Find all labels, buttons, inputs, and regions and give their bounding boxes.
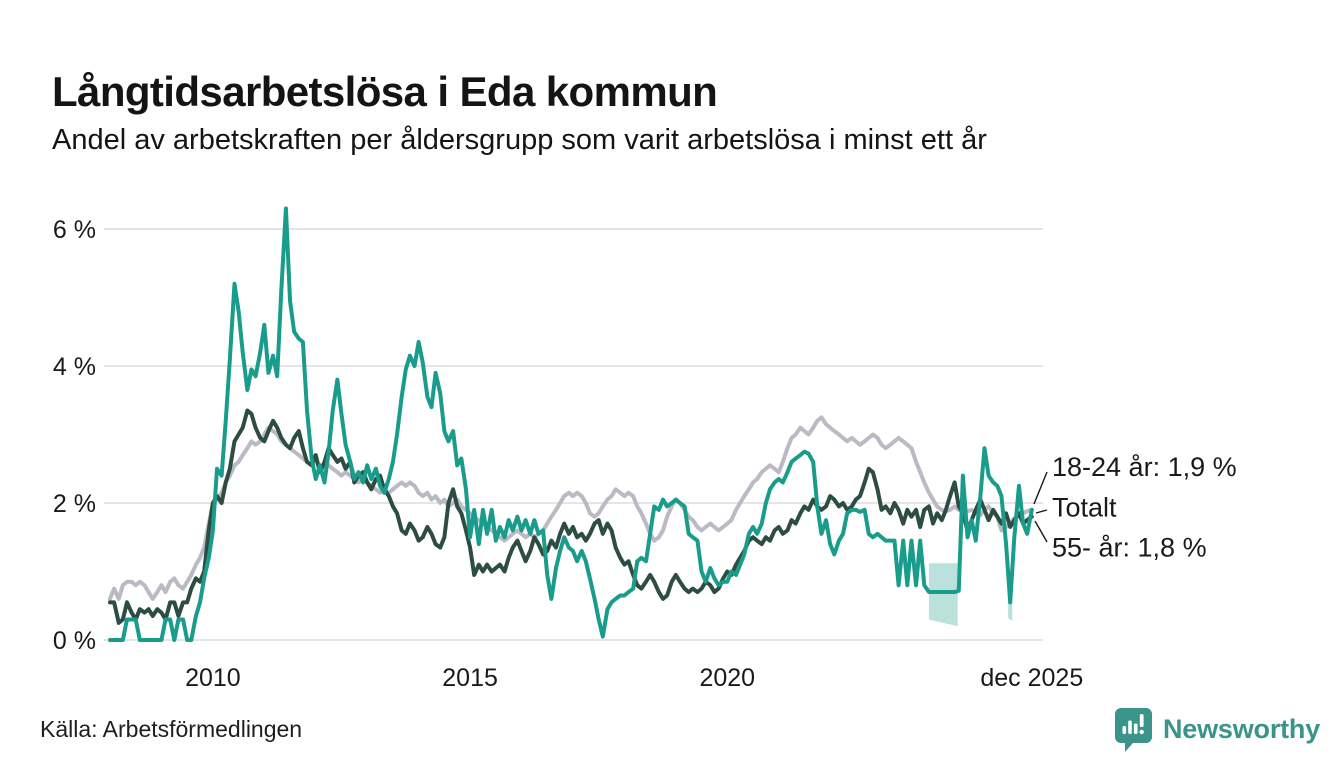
end-label: 18-24 år: 1,9 % <box>1052 452 1237 482</box>
y-axis-labels: 0 % 2 % 4 % 6 % <box>53 216 96 655</box>
y-tick-label: 6 % <box>53 216 96 244</box>
end-label: Totalt <box>1052 493 1117 523</box>
leader-line <box>1035 509 1048 514</box>
end-label: 55- år: 1,8 % <box>1052 532 1207 562</box>
uncertainty-band <box>928 563 958 627</box>
newsworthy-logo: Newsworthy <box>1112 706 1320 752</box>
chart-subtitle: Andel av arbetskraften per åldersgrupp s… <box>52 124 987 156</box>
leader-line <box>1033 471 1048 505</box>
newsworthy-pin-icon <box>1115 708 1152 752</box>
leader-line <box>1034 520 1048 543</box>
x-tick-label: 2015 <box>442 664 498 692</box>
gridlines <box>104 228 1043 641</box>
series-line-18-24-r <box>108 206 1034 642</box>
uncertainty-bands <box>928 563 1013 627</box>
y-tick-label: 0 % <box>53 627 96 655</box>
x-axis-labels: 2010 2015 2020 dec 2025 <box>185 664 1083 692</box>
series-line-totalt <box>108 415 1034 601</box>
end-labels: 18-24 år: 1,9 % Totalt 55- år: 1,8 % <box>1033 452 1237 562</box>
series-line-55-r <box>108 408 1034 625</box>
y-tick-label: 4 % <box>53 353 96 381</box>
page-title: Långtidsarbetslösa i Eda kommun <box>52 68 718 116</box>
brand-name: Newsworthy <box>1163 713 1321 744</box>
x-tick-label: dec 2025 <box>980 664 1083 692</box>
source-text: Källa: Arbetsförmedlingen <box>40 716 303 742</box>
y-tick-label: 2 % <box>53 490 96 518</box>
x-tick-label: 2020 <box>699 664 755 692</box>
x-tick-label: 2010 <box>185 664 241 692</box>
